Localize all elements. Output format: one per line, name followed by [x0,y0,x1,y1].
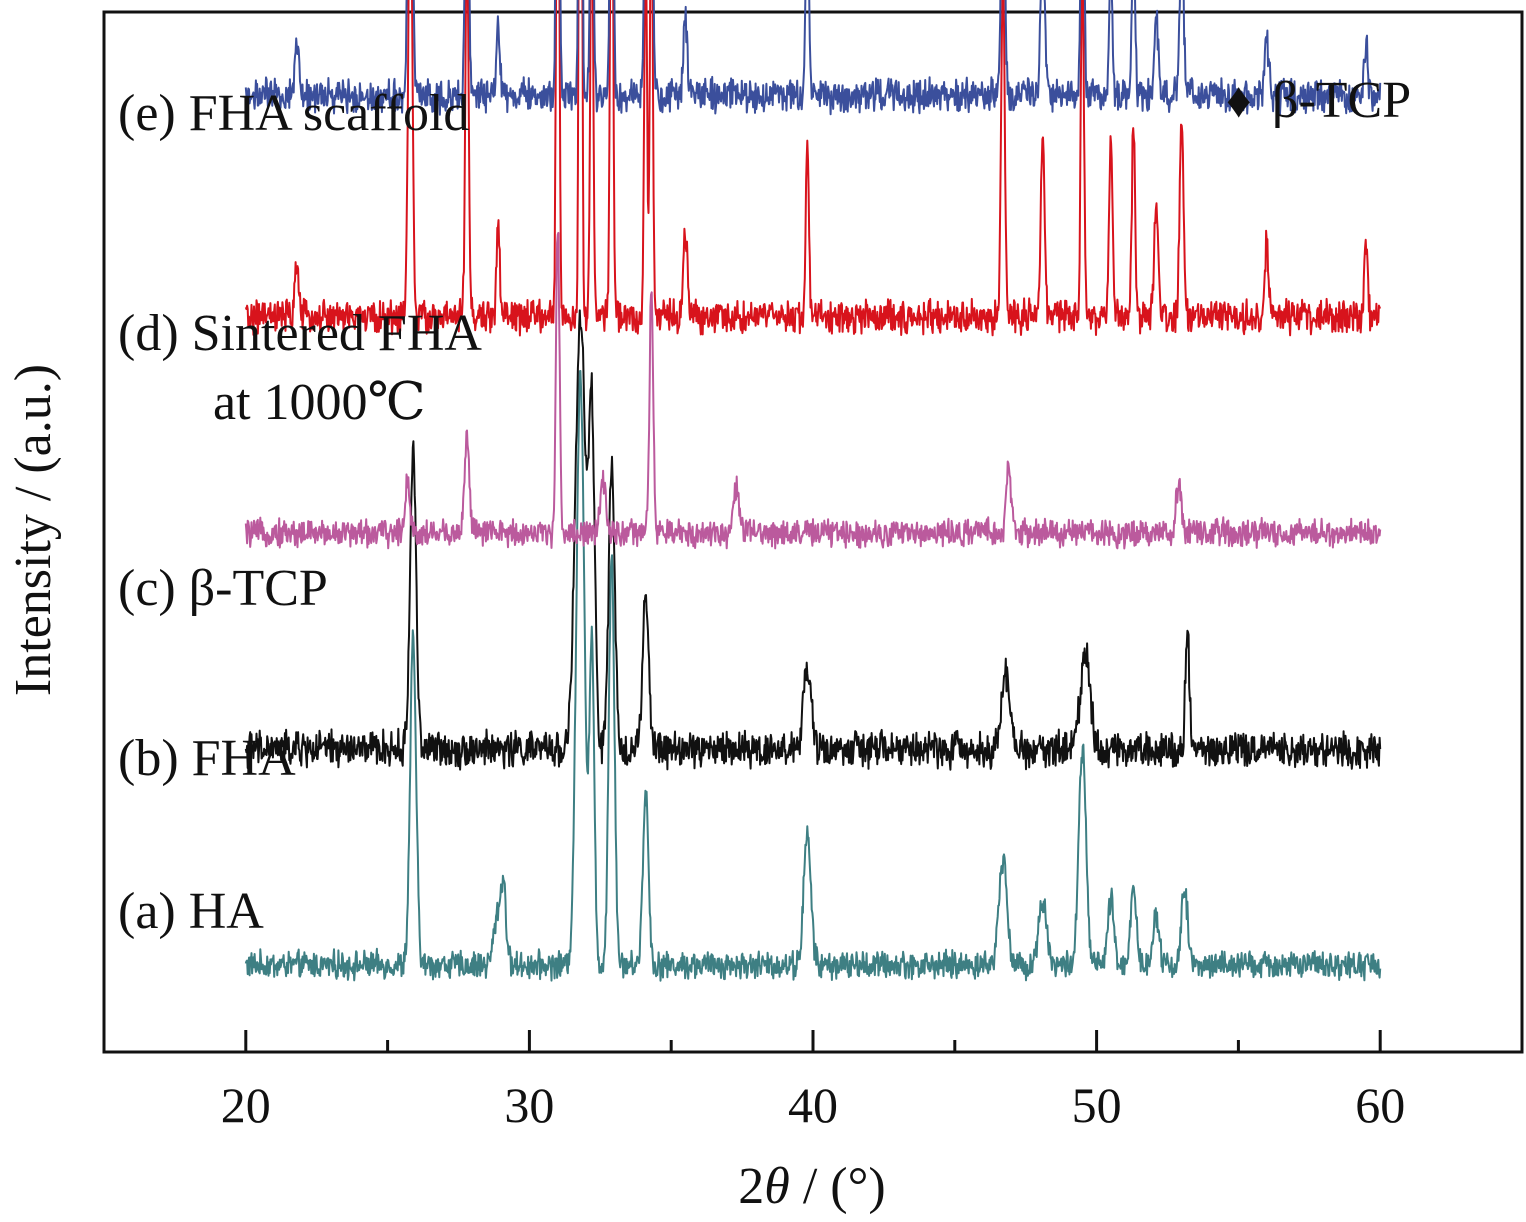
series-line-e [244,0,1382,116]
series-label-e: (e) FHA scaffold [118,85,469,142]
x-tick-label-50: 50 [1072,1077,1122,1133]
x-axis-ticks: 20 30 40 50 60 [221,1030,1405,1133]
x-tick-label-30: 30 [504,1077,554,1133]
x-tick-label-40: 40 [788,1077,838,1133]
series-labels: (e) FHA scaffold (d) Sintered FHA at 100… [118,85,482,940]
legend: ♦ β-TCP [1226,72,1411,129]
legend-marker-icon: ♦ [1226,72,1252,128]
series-line-a [244,370,1382,982]
x-tick-label-60: 60 [1355,1077,1405,1133]
series-line-c [244,231,1382,550]
series-layer [244,0,1382,982]
legend-label: β-TCP [1272,72,1411,129]
series-label-a: (a) HA [118,883,264,940]
series-line-d [244,0,1382,337]
series-label-c: (c) β-TCP [118,560,328,617]
series-label-b: (b) FHA [118,730,296,787]
series-line-b [244,309,1382,771]
x-axis-label: 2θ / (°) [738,1158,885,1215]
y-axis-label: Intensity / (a.u.) [5,364,62,696]
x-tick-label-20: 20 [221,1077,271,1133]
series-label-d-line1: (d) Sintered FHA [118,305,482,362]
series-label-d-line2: at 1000℃ [213,374,426,431]
